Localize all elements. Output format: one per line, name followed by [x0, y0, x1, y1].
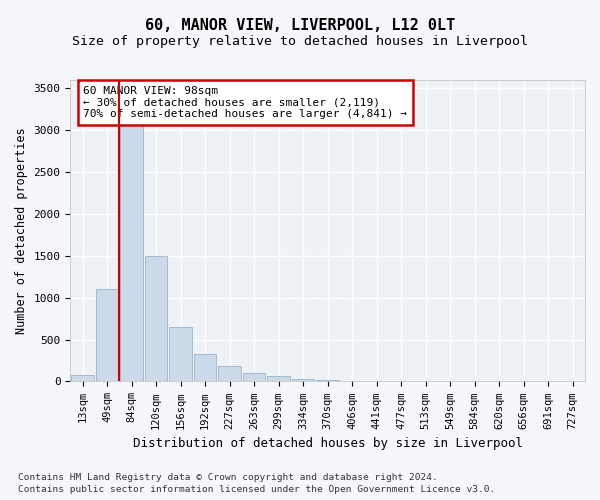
Bar	[145, 256, 167, 382]
Bar	[218, 366, 241, 382]
Text: Contains HM Land Registry data © Crown copyright and database right 2024.: Contains HM Land Registry data © Crown c…	[18, 474, 438, 482]
Bar	[96, 290, 118, 382]
Bar	[243, 373, 265, 382]
Bar	[169, 327, 192, 382]
Text: Contains public sector information licensed under the Open Government Licence v3: Contains public sector information licen…	[18, 485, 495, 494]
Bar	[71, 374, 94, 382]
Bar	[316, 380, 339, 382]
Text: 60 MANOR VIEW: 98sqm
← 30% of detached houses are smaller (2,119)
70% of semi-de: 60 MANOR VIEW: 98sqm ← 30% of detached h…	[83, 86, 407, 119]
X-axis label: Distribution of detached houses by size in Liverpool: Distribution of detached houses by size …	[133, 437, 523, 450]
Y-axis label: Number of detached properties: Number of detached properties	[15, 128, 28, 334]
Bar	[268, 376, 290, 382]
Text: Size of property relative to detached houses in Liverpool: Size of property relative to detached ho…	[72, 35, 528, 48]
Bar	[120, 90, 143, 382]
Text: 60, MANOR VIEW, LIVERPOOL, L12 0LT: 60, MANOR VIEW, LIVERPOOL, L12 0LT	[145, 18, 455, 32]
Bar	[292, 380, 314, 382]
Bar	[194, 354, 217, 382]
